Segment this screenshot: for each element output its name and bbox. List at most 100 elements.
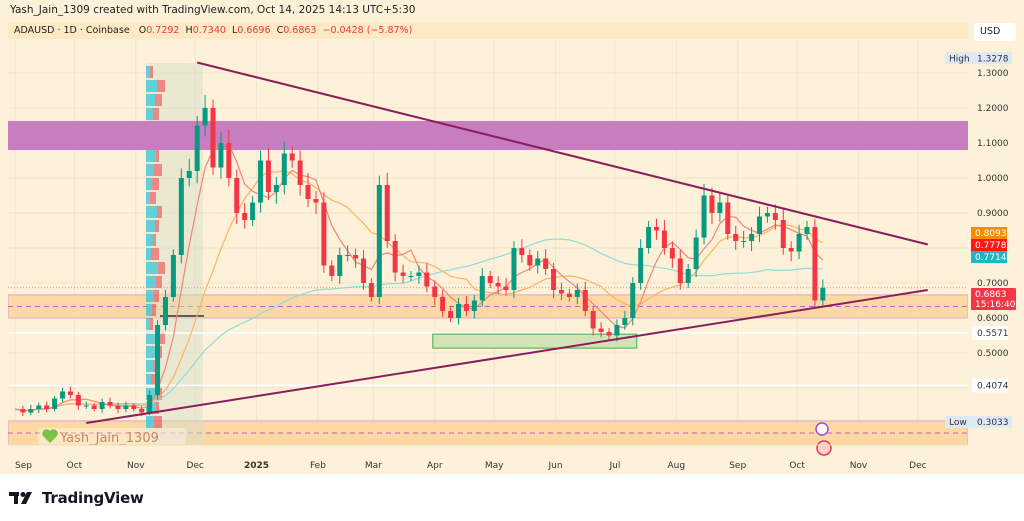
- volume-profile-bar: [146, 192, 150, 204]
- candle-body: [202, 108, 208, 126]
- last-price-tag: [971, 288, 1016, 310]
- price-axis-label: 0.9000: [977, 209, 1009, 219]
- volume-profile-bar: [151, 374, 156, 386]
- candle-body: [456, 304, 462, 318]
- level-price-tag: [972, 378, 1008, 393]
- candle-body: [733, 234, 739, 241]
- extreme-price-tag: [945, 52, 1012, 65]
- volume-profile-bar: [156, 150, 159, 162]
- candle-body: [91, 405, 97, 409]
- trendline: [196, 61, 929, 246]
- level-price-label: 0.4074: [977, 381, 1009, 391]
- volume-profile-bar: [146, 206, 157, 218]
- candle-body: [345, 255, 351, 256]
- volume-profile-bar: [146, 360, 153, 372]
- plot-area: Yash_Jain_1309: [8, 40, 968, 445]
- candle-body: [329, 265, 335, 276]
- volume-profile-bar: [146, 178, 152, 190]
- change-value: −0.0428 (−5.87%): [322, 25, 413, 36]
- candle-body: [353, 255, 359, 259]
- candle-body: [321, 202, 327, 266]
- volume-profile-bar: [146, 276, 156, 288]
- volume-profile-bar: [156, 276, 162, 288]
- candle-body: [234, 178, 240, 213]
- time-axis-label: Nov: [127, 461, 145, 471]
- volume-profile-bar: [146, 332, 157, 344]
- candle-body: [788, 248, 794, 252]
- high-value: 0.7340: [192, 25, 226, 36]
- ma-price-tag: [971, 227, 1007, 239]
- tradingview-logo[interactable]: TradingView: [9, 489, 144, 507]
- candle-body: [52, 398, 58, 409]
- candle-body: [558, 290, 564, 294]
- candle-body: [155, 325, 161, 395]
- candle-body: [622, 318, 628, 325]
- currency-button[interactable]: USD: [974, 23, 1016, 41]
- candle-body: [123, 405, 129, 409]
- candle-body: [725, 202, 731, 234]
- ma-price-value: 0.7714: [975, 253, 1007, 263]
- ma-price-tag: [971, 251, 1007, 263]
- ma-price-value: 0.8093: [975, 229, 1007, 239]
- candle-body: [162, 297, 168, 325]
- trendline: [86, 289, 928, 424]
- candle-body: [67, 391, 73, 395]
- price-axis-label: 1.1000: [977, 139, 1009, 149]
- time-axis-label: 2025: [244, 461, 269, 471]
- volume-profile-bar: [150, 318, 153, 330]
- heart-icon: [42, 429, 58, 443]
- chart-frame: [0, 0, 1024, 474]
- symbol-legend: ADAUSD · 1D · Coinbase O0.7292 H0.7340 L…: [8, 22, 968, 39]
- high-label: H: [185, 25, 193, 36]
- volume-profile-bar: [146, 108, 153, 120]
- price-axis-label: 0.7000: [977, 279, 1009, 289]
- candle-body: [20, 409, 26, 413]
- candle-body: [527, 255, 533, 266]
- level-price-tag: [972, 326, 1008, 341]
- candle-body: [606, 332, 612, 336]
- close-label: C: [276, 25, 284, 36]
- candle-body: [630, 283, 636, 318]
- candle-body: [487, 276, 493, 283]
- candle-body: [392, 241, 398, 273]
- open-label: O: [138, 25, 147, 36]
- volume-profile-bar: [146, 318, 150, 330]
- price-axis-label: 0.6000: [977, 314, 1009, 324]
- time-axis-label: May: [485, 461, 504, 471]
- tradingview-logo-icon: [9, 492, 32, 504]
- low-value: 0.6696: [237, 25, 271, 36]
- volume-profile-bar: [146, 290, 154, 302]
- volume-profile-bar: [153, 234, 156, 246]
- price-chart[interactable]: Yash_Jain_1309 Sep Oct Nov Dec 2025 Feb Mar Apr M…: [0, 0, 1024, 474]
- price-axis-label: 0.5000: [977, 349, 1009, 359]
- candle-body: [297, 160, 303, 185]
- candle-body: [376, 185, 382, 297]
- candle-body: [638, 248, 644, 283]
- candle-body: [265, 160, 271, 192]
- candle-body: [186, 171, 192, 178]
- candle-body: [107, 402, 113, 406]
- candle-body: [749, 234, 755, 241]
- candle-body: [479, 276, 485, 301]
- candle-body: [717, 202, 723, 213]
- candle-body: [178, 178, 184, 255]
- candle-body: [820, 287, 826, 301]
- candle-body: [218, 143, 224, 168]
- candle-body: [471, 300, 477, 311]
- volume-profile-bar: [146, 304, 152, 316]
- level-price-label: 0.5571: [977, 329, 1009, 339]
- candle-body: [764, 213, 770, 217]
- candle-body: [804, 227, 810, 234]
- volume-profile-bar: [146, 416, 154, 428]
- watermark-backdrop: [38, 428, 186, 445]
- symbol-name[interactable]: ADAUSD · 1D · Coinbase: [14, 25, 130, 36]
- candle-body: [614, 325, 620, 336]
- candle-body: [463, 304, 469, 311]
- volume-profile-bar: [152, 178, 159, 190]
- time-axis-label: Sep: [15, 461, 32, 471]
- candle-body: [661, 230, 667, 248]
- volume-profile-bar: [146, 220, 155, 232]
- candle-body: [448, 311, 454, 318]
- volume-profile-bar: [154, 290, 159, 302]
- ma-price-value: 0.7778: [975, 241, 1007, 251]
